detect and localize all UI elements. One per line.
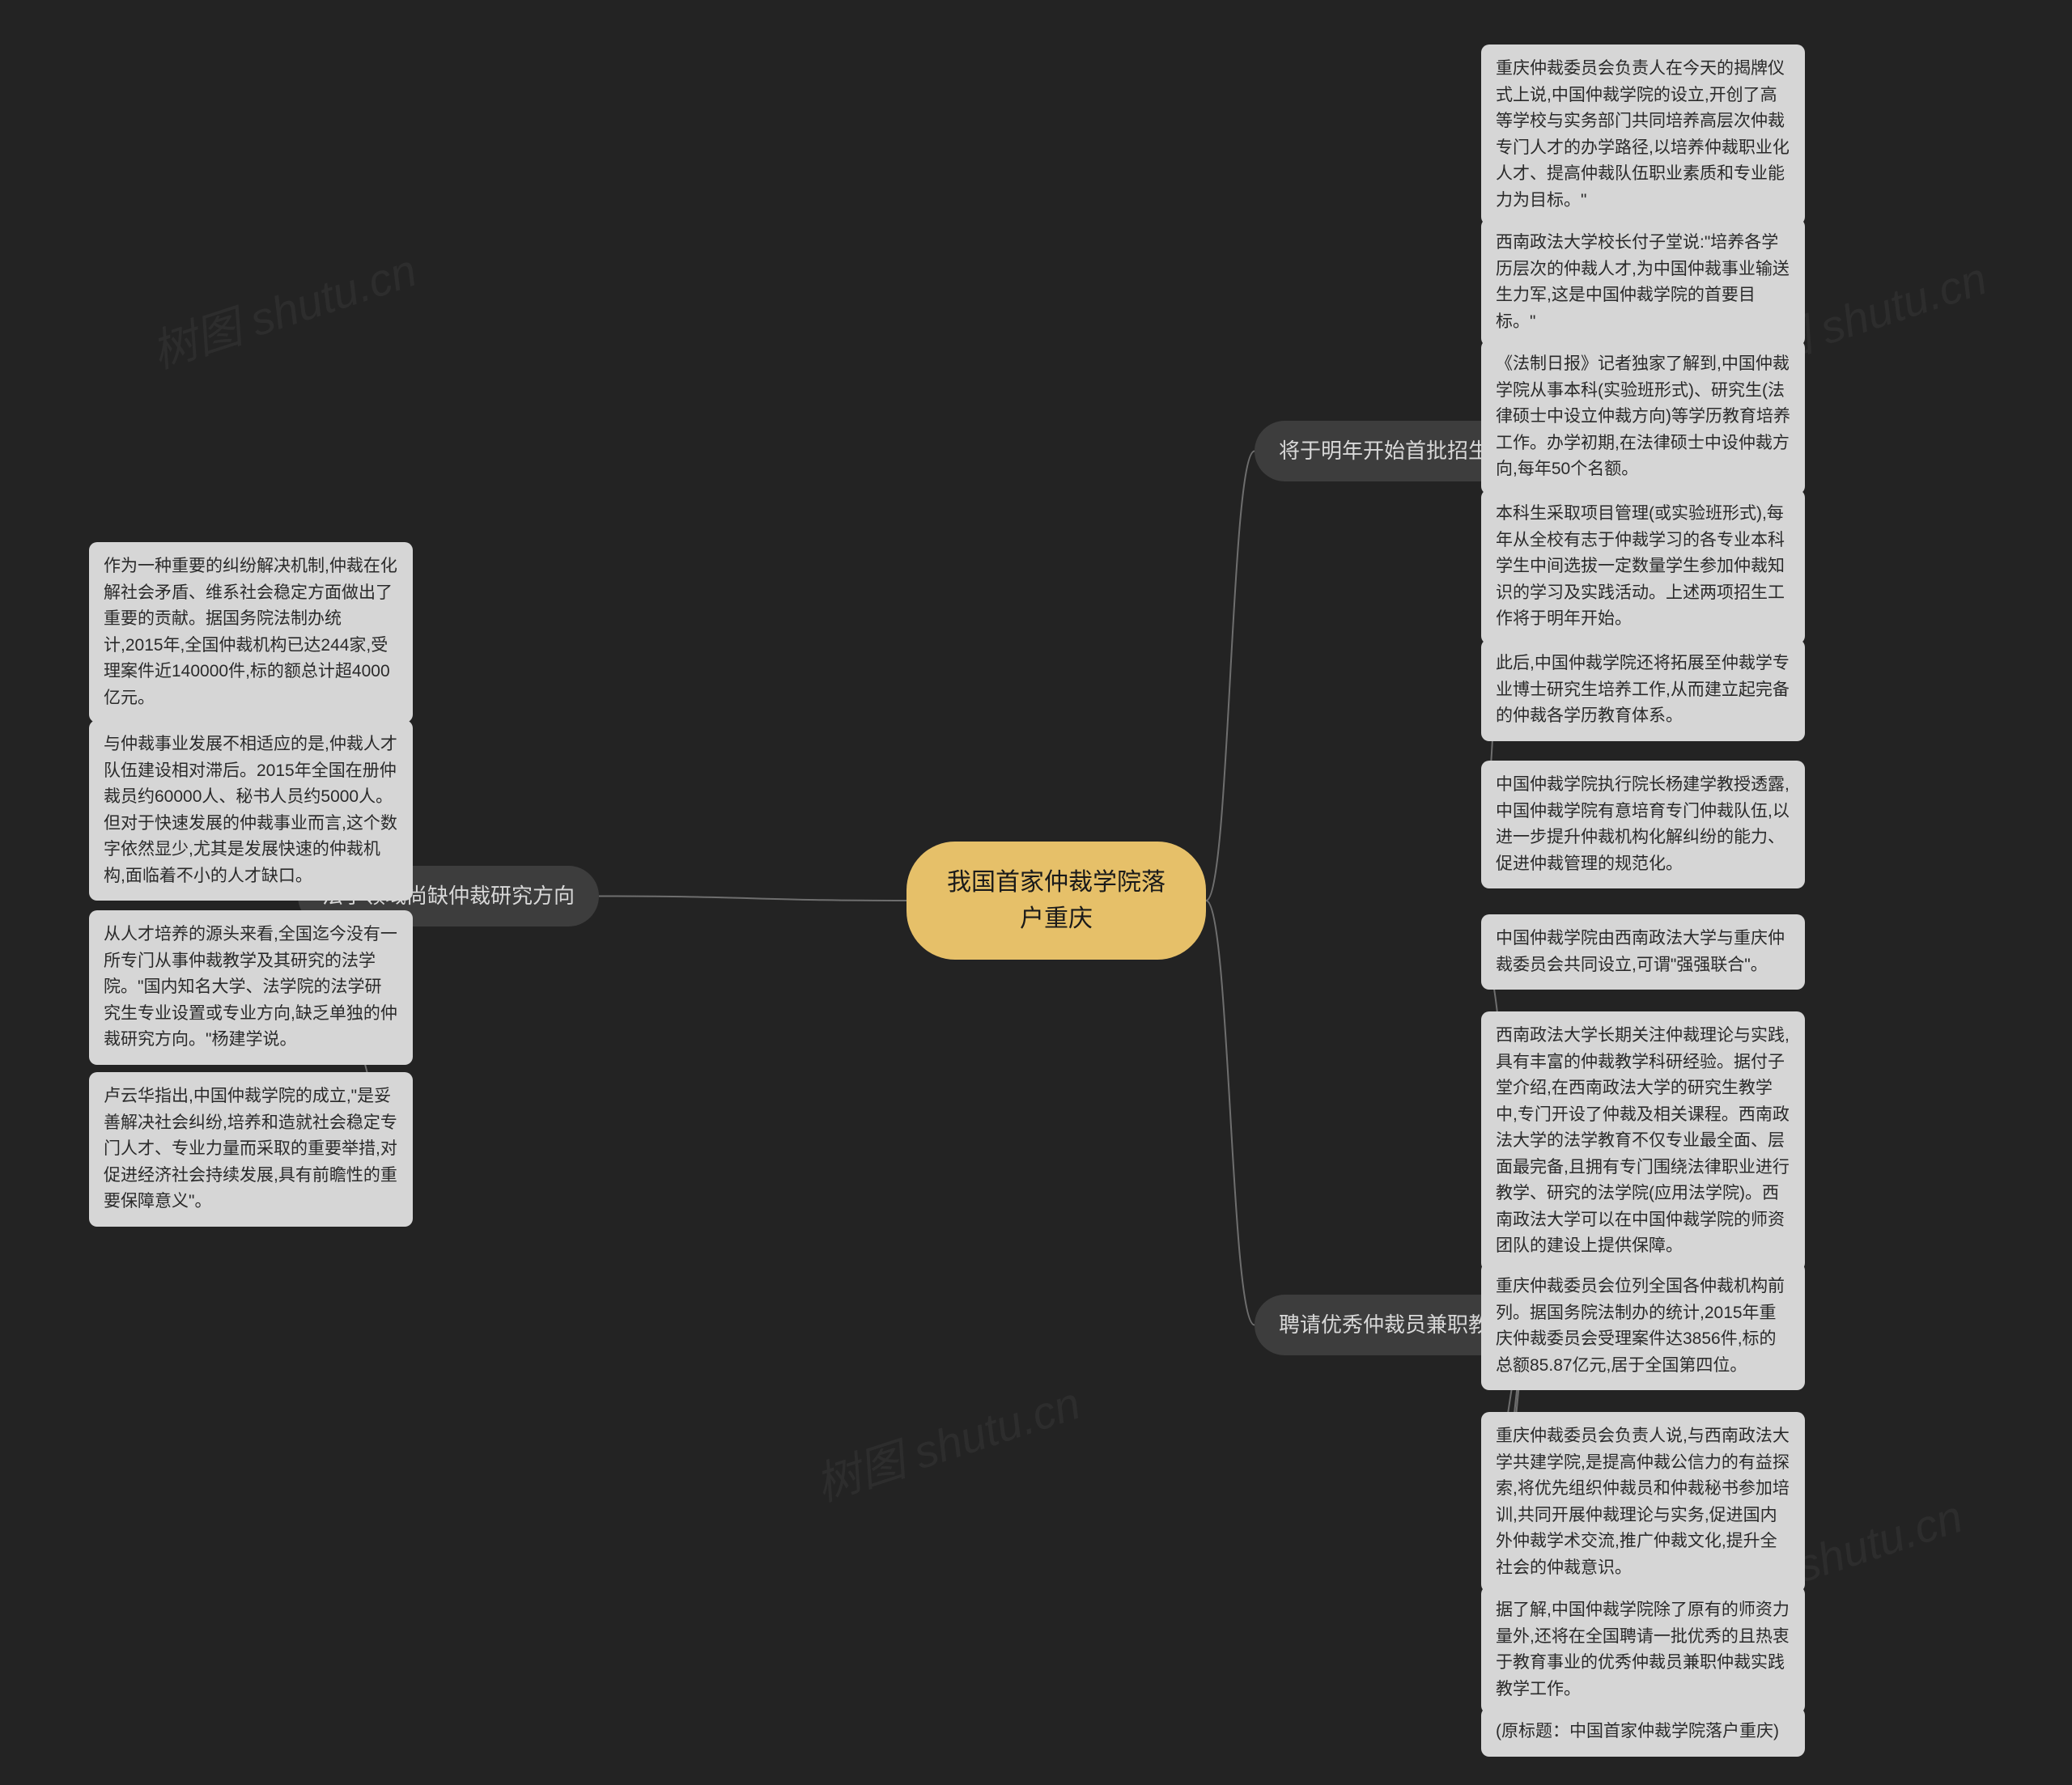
watermark: 树图 shutu.cn (806, 1367, 1088, 1515)
root-node[interactable]: 我国首家仲裁学院落户重庆 (906, 842, 1206, 960)
leaf-node[interactable]: 《法制日报》记者独家了解到,中国仲裁学院从事本科(实验班形式)、研究生(法律硕士… (1481, 340, 1805, 494)
leaf-node[interactable]: 与仲裁事业发展不相适应的是,仲裁人才队伍建设相对滞后。2015年全国在册仲裁员约… (89, 720, 413, 901)
leaf-node[interactable]: 西南政法大学校长付子堂说:"培养各学历层次的仲裁人才,为中国仲裁事业输送生力军,… (1481, 218, 1805, 346)
leaf-node[interactable]: 此后,中国仲裁学院还将拓展至仲裁学专业博士研究生培养工作,从而建立起完备的仲裁各… (1481, 639, 1805, 741)
leaf-node[interactable]: (原标题：中国首家仲裁学院落户重庆) (1481, 1707, 1805, 1757)
leaf-node[interactable]: 卢云华指出,中国仲裁学院的成立,"是妥善解决社会纠纷,培养和造就社会稳定专门人才… (89, 1072, 413, 1227)
leaf-node[interactable]: 重庆仲裁委员会负责人在今天的揭牌仪式上说,中国仲裁学院的设立,开创了高等学校与实… (1481, 45, 1805, 225)
leaf-node[interactable]: 从人才培养的源头来看,全国迄今没有一所专门从事仲裁教学及其研究的法学院。"国内知… (89, 910, 413, 1065)
branch-enrollment[interactable]: 将于明年开始首批招生 (1255, 421, 1514, 481)
leaf-node[interactable]: 作为一种重要的纠纷解决机制,仲裁在化解社会矛盾、维系社会稳定方面做出了重要的贡献… (89, 542, 413, 723)
mindmap-canvas: 树图 shutu.cn 树图 shutu.cn 树图 shutu.cn 树图 s… (0, 0, 2072, 1785)
leaf-node[interactable]: 据了解,中国仲裁学院除了原有的师资力量外,还将在全国聘请一批优秀的且热衷于教育事… (1481, 1586, 1805, 1714)
leaf-node[interactable]: 本科生采取项目管理(或实验班形式),每年从全校有志于仲裁学习的各专业本科学生中间… (1481, 490, 1805, 644)
leaf-node[interactable]: 西南政法大学长期关注仲裁理论与实践,具有丰富的仲裁教学科研经验。据付子堂介绍,在… (1481, 1011, 1805, 1271)
leaf-node[interactable]: 重庆仲裁委员会负责人说,与西南政法大学共建学院,是提高仲裁公信力的有益探索,将优… (1481, 1412, 1805, 1592)
leaf-node[interactable]: 中国仲裁学院执行院长杨建学教授透露,中国仲裁学院有意培育专门仲裁队伍,以进一步提… (1481, 761, 1805, 888)
leaf-node[interactable]: 中国仲裁学院由西南政法大学与重庆仲裁委员会共同设立,可谓"强强联合"。 (1481, 914, 1805, 990)
leaf-node[interactable]: 重庆仲裁委员会位列全国各仲裁机构前列。据国务院法制办的统计,2015年重庆仲裁委… (1481, 1262, 1805, 1390)
watermark: 树图 shutu.cn (142, 235, 424, 382)
